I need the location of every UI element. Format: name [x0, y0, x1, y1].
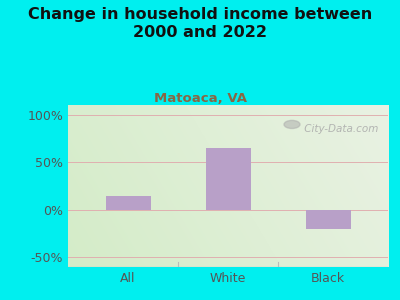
Bar [306, 210, 350, 229]
Bar [106, 196, 150, 210]
Text: Matoaca, VA: Matoaca, VA [154, 92, 246, 104]
Text: Change in household income between
2000 and 2022: Change in household income between 2000 … [28, 8, 372, 40]
Text: City-Data.com: City-Data.com [301, 124, 378, 134]
Bar [206, 148, 250, 210]
Circle shape [284, 120, 300, 128]
